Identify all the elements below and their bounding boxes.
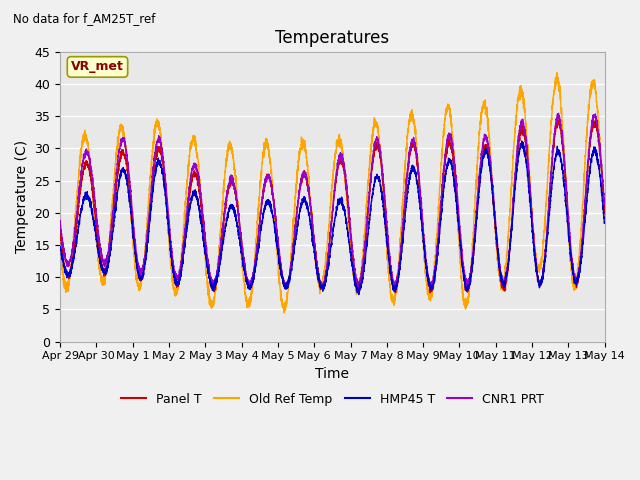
Old Ref Temp bbox=[553, 70, 561, 75]
HMP45 T bbox=[600, 218, 608, 224]
CNR1 PRT bbox=[424, 276, 432, 282]
CNR1 PRT bbox=[555, 110, 563, 116]
CNR1 PRT bbox=[485, 148, 493, 154]
Line: Old Ref Temp: Old Ref Temp bbox=[60, 72, 605, 313]
Old Ref Temp bbox=[312, 261, 320, 266]
Panel T bbox=[485, 156, 493, 162]
CNR1 PRT bbox=[600, 195, 608, 201]
Panel T bbox=[554, 117, 562, 122]
Panel T bbox=[392, 290, 399, 296]
Old Ref Temp bbox=[454, 226, 462, 231]
Text: No data for f_AM25T_ref: No data for f_AM25T_ref bbox=[13, 12, 155, 25]
CNR1 PRT bbox=[319, 287, 326, 293]
Panel T bbox=[454, 214, 462, 219]
Old Ref Temp bbox=[485, 132, 493, 138]
CNR1 PRT bbox=[312, 253, 320, 259]
Old Ref Temp bbox=[601, 212, 609, 217]
Y-axis label: Temperature (C): Temperature (C) bbox=[15, 140, 29, 253]
Line: CNR1 PRT: CNR1 PRT bbox=[60, 113, 605, 290]
CNR1 PRT bbox=[56, 220, 64, 226]
Line: HMP45 T: HMP45 T bbox=[60, 141, 605, 295]
CNR1 PRT bbox=[154, 139, 162, 144]
Old Ref Temp bbox=[154, 120, 162, 125]
Old Ref Temp bbox=[56, 239, 64, 244]
Panel T bbox=[424, 276, 432, 282]
Panel T bbox=[56, 230, 64, 236]
CNR1 PRT bbox=[601, 201, 609, 207]
HMP45 T bbox=[424, 279, 432, 285]
Old Ref Temp bbox=[424, 288, 432, 293]
HMP45 T bbox=[518, 138, 525, 144]
HMP45 T bbox=[355, 292, 363, 298]
Panel T bbox=[154, 146, 162, 152]
HMP45 T bbox=[312, 263, 320, 268]
Legend: Panel T, Old Ref Temp, HMP45 T, CNR1 PRT: Panel T, Old Ref Temp, HMP45 T, CNR1 PRT bbox=[116, 388, 549, 411]
Panel T bbox=[312, 254, 320, 260]
HMP45 T bbox=[454, 221, 462, 227]
CNR1 PRT bbox=[454, 204, 462, 210]
Old Ref Temp bbox=[280, 310, 288, 316]
X-axis label: Time: Time bbox=[316, 367, 349, 381]
HMP45 T bbox=[154, 161, 162, 167]
Title: Temperatures: Temperatures bbox=[275, 29, 390, 48]
HMP45 T bbox=[56, 244, 64, 250]
HMP45 T bbox=[601, 220, 609, 226]
Old Ref Temp bbox=[600, 207, 608, 213]
Panel T bbox=[601, 209, 609, 215]
Text: VR_met: VR_met bbox=[71, 60, 124, 73]
Line: Panel T: Panel T bbox=[60, 120, 605, 293]
Panel T bbox=[600, 201, 608, 207]
HMP45 T bbox=[485, 161, 493, 167]
